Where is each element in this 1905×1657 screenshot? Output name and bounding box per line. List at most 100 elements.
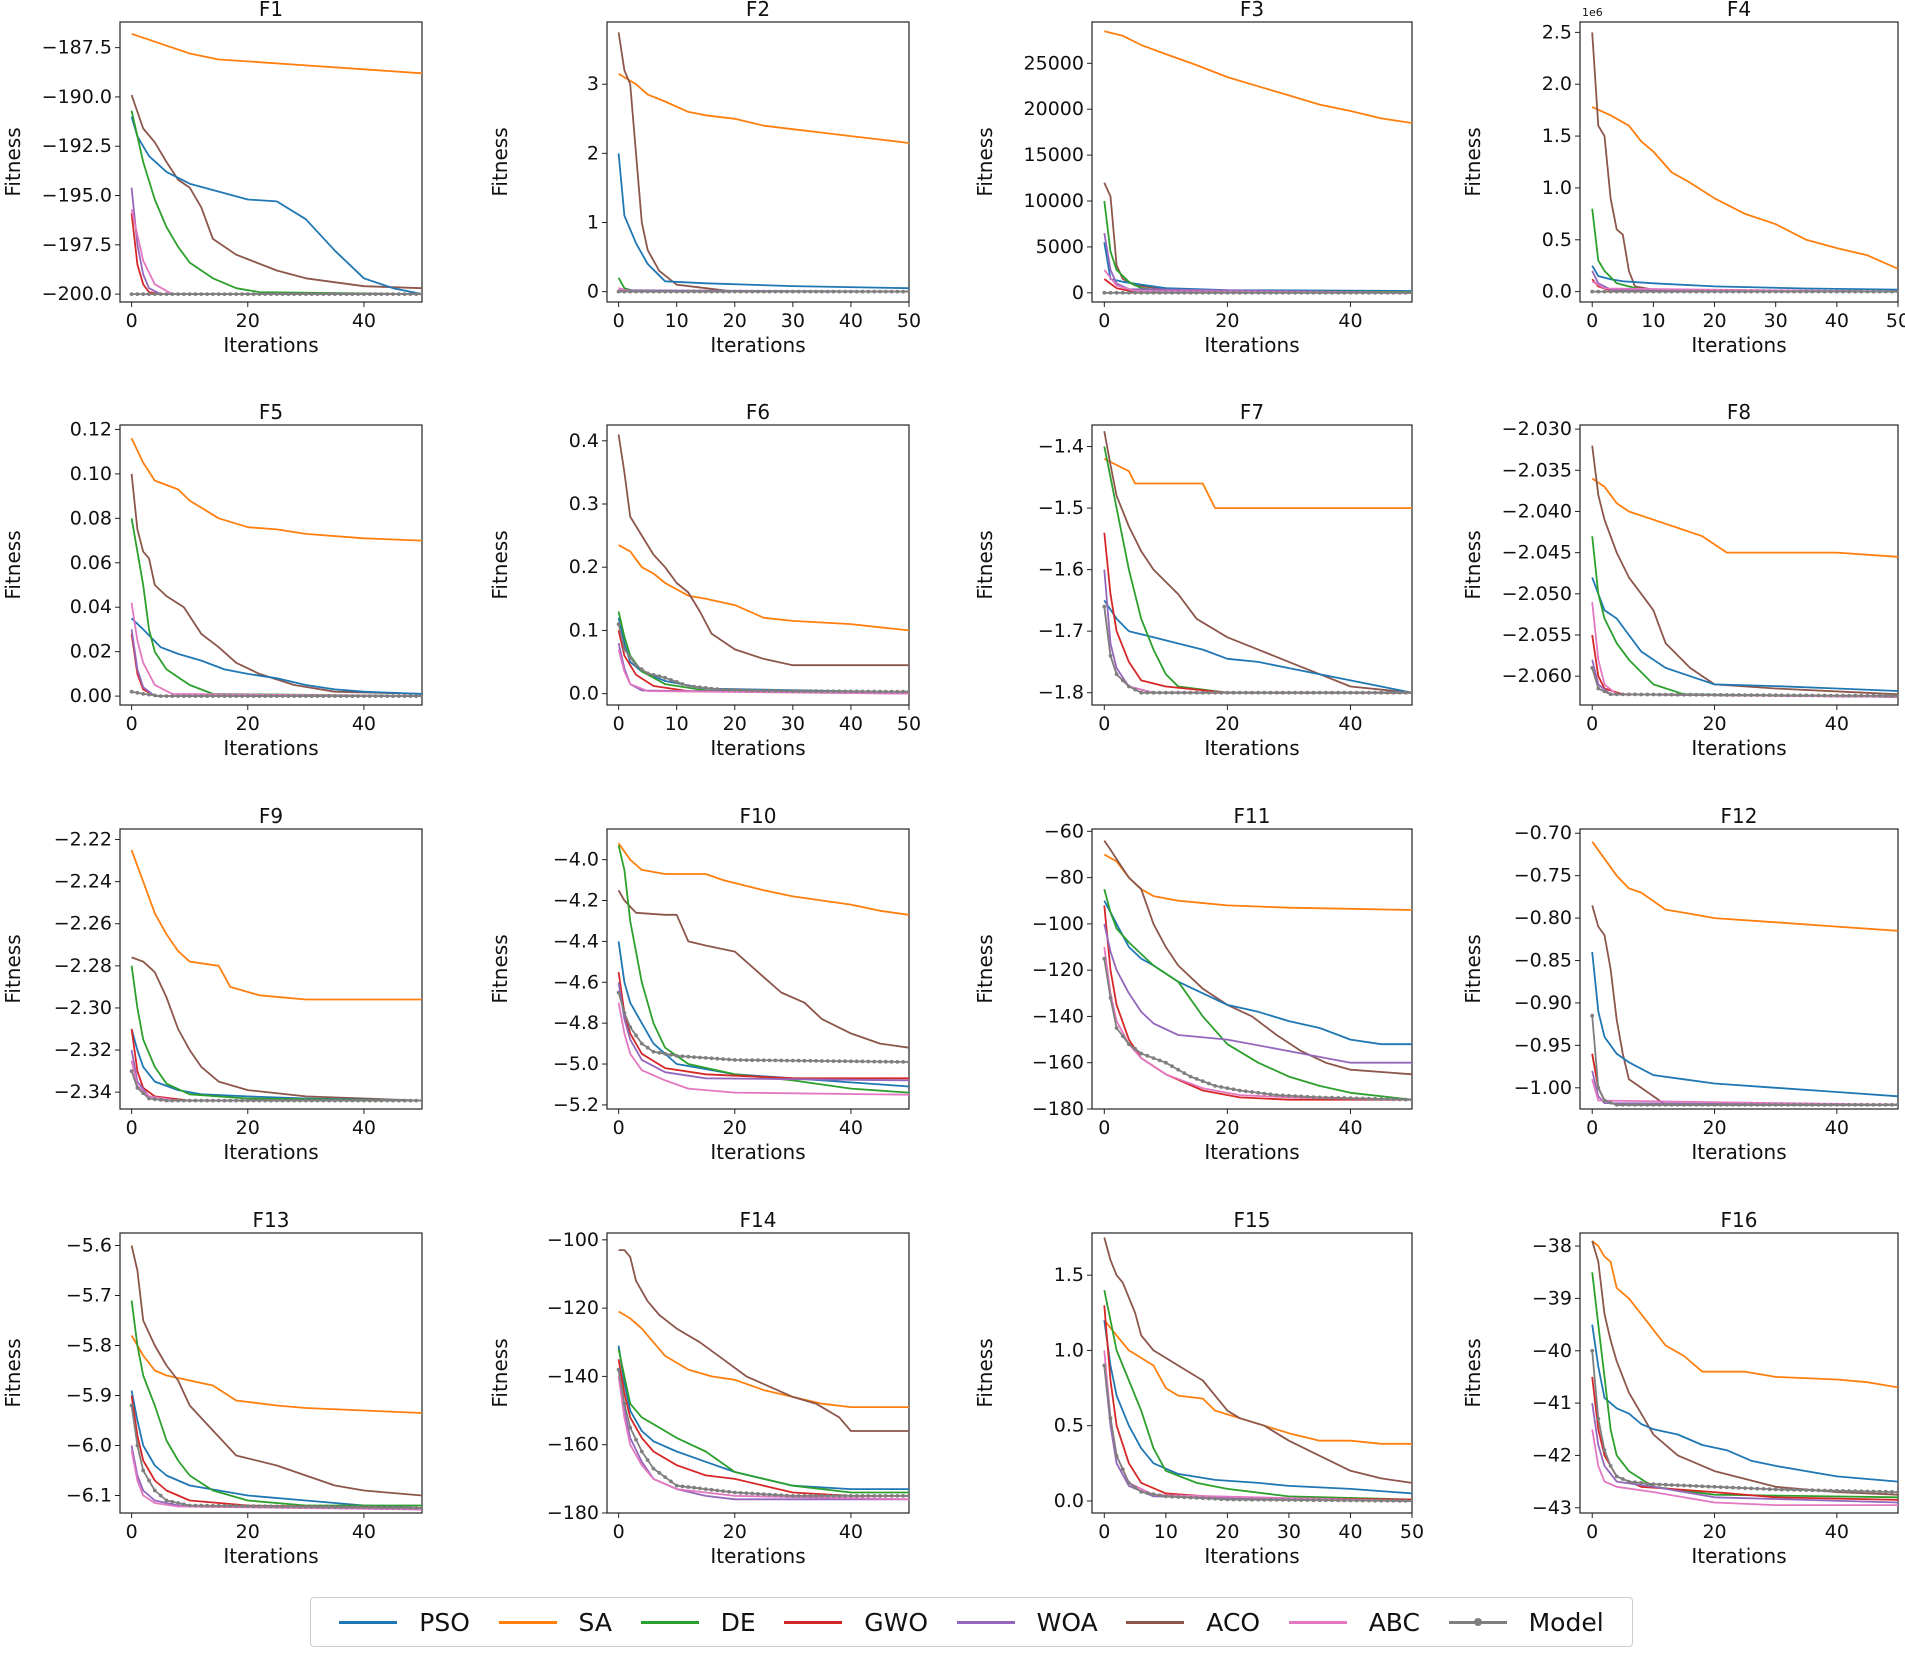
- x-tick-label: 40: [352, 310, 376, 332]
- y-tick-label: −1.8: [1038, 682, 1084, 704]
- series-line-model: [130, 1070, 422, 1102]
- model-marker: [234, 694, 239, 698]
- series-line-model: [617, 1369, 909, 1497]
- y-tick-label: 0.08: [70, 507, 112, 529]
- x-tick-label: 40: [839, 713, 863, 735]
- series-line-aco: [1591, 445, 1898, 696]
- model-marker: [385, 1505, 390, 1510]
- model-marker: [831, 1059, 836, 1063]
- model-marker: [843, 1494, 847, 1498]
- model-marker: [385, 1098, 390, 1103]
- y-tick-label: −120: [1032, 959, 1084, 981]
- model-marker: [651, 1049, 656, 1054]
- model-marker: [1890, 694, 1894, 698]
- y-tick-label: 0.06: [70, 552, 112, 574]
- model-marker: [182, 1502, 186, 1507]
- axes-frame: [1091, 21, 1413, 303]
- model-marker: [193, 694, 198, 698]
- model-marker: [1127, 290, 1131, 295]
- x-axis-label: Iterations: [1691, 736, 1786, 760]
- model-marker: [222, 1504, 227, 1508]
- y-axis-label: Fitness: [973, 127, 997, 196]
- model-marker: [1305, 290, 1310, 295]
- x-tick-label: 40: [1338, 713, 1362, 735]
- model-marker: [802, 1058, 807, 1063]
- model-marker: [1731, 693, 1735, 697]
- model-marker: [205, 1098, 210, 1103]
- model-marker: [1323, 290, 1328, 295]
- y-tick-label: −190.0: [42, 86, 112, 108]
- model-marker: [634, 289, 638, 294]
- subplot-title: F8: [1727, 400, 1751, 424]
- x-tick-label: 40: [352, 1521, 376, 1543]
- model-marker: [338, 1098, 343, 1103]
- model-marker: [1755, 289, 1760, 294]
- model-marker: [1114, 1026, 1119, 1030]
- x-tick-label: 10: [665, 310, 689, 332]
- model-marker: [657, 674, 662, 679]
- model-marker: [327, 292, 331, 296]
- model-marker: [1157, 1493, 1162, 1498]
- model-marker: [240, 292, 244, 296]
- model-marker: [1853, 1489, 1858, 1493]
- model-marker: [1262, 1091, 1267, 1096]
- model-marker: [408, 292, 413, 296]
- model-marker: [1700, 1102, 1705, 1107]
- model-marker: [1657, 1482, 1662, 1487]
- model-marker: [234, 1504, 239, 1508]
- model-marker: [1280, 290, 1285, 295]
- series-line-gwo: [1103, 1305, 1412, 1501]
- model-marker: [1779, 1102, 1784, 1107]
- series-group: [616, 434, 909, 695]
- model-marker: [280, 292, 285, 296]
- model-marker: [1620, 1477, 1625, 1481]
- model-marker: [639, 667, 644, 672]
- model-marker: [1682, 692, 1686, 697]
- model-marker: [686, 1054, 691, 1059]
- model-marker: [1706, 1102, 1711, 1107]
- model-marker: [616, 289, 621, 294]
- model-marker: [1133, 687, 1137, 692]
- model-marker: [327, 1505, 331, 1509]
- x-axis-label: Iterations: [710, 736, 805, 760]
- model-marker: [1786, 1487, 1790, 1492]
- model-marker: [1157, 290, 1162, 295]
- model-marker: [1620, 692, 1625, 697]
- model-marker: [779, 689, 784, 693]
- model-marker: [1373, 1096, 1377, 1101]
- model-marker: [1293, 1498, 1297, 1502]
- y-tick-label: 2.0: [1542, 73, 1572, 95]
- model-marker: [1890, 1102, 1894, 1107]
- model-marker: [1743, 1102, 1747, 1107]
- y-axis-label: Fitness: [488, 934, 512, 1003]
- model-marker: [1724, 1102, 1729, 1107]
- x-tick-label: 50: [897, 713, 921, 735]
- y-tick-label: 0.5: [1542, 229, 1572, 251]
- model-marker: [1712, 693, 1717, 697]
- model-marker: [1323, 690, 1328, 695]
- model-marker: [292, 1504, 297, 1509]
- model-marker: [1250, 1497, 1254, 1502]
- model-marker: [1883, 1102, 1888, 1107]
- model-marker: [732, 1490, 737, 1495]
- model-marker: [622, 1401, 627, 1406]
- legend-label: WOA: [1036, 1607, 1098, 1637]
- model-marker: [1299, 1094, 1304, 1099]
- model-marker: [315, 292, 320, 296]
- model-marker: [367, 1505, 372, 1510]
- y-tick-label: −0.75: [1514, 865, 1572, 887]
- model-marker: [1342, 690, 1347, 695]
- model-marker: [860, 689, 865, 694]
- model-marker: [129, 1403, 134, 1408]
- series-group: [129, 32, 422, 296]
- model-marker: [1317, 1498, 1322, 1503]
- model-marker: [199, 292, 204, 296]
- model-marker: [1219, 690, 1224, 695]
- y-tick-label: 0.3: [569, 493, 599, 515]
- x-tick-label: 0: [613, 1521, 625, 1543]
- series-line-pso: [1591, 265, 1898, 291]
- model-marker: [1804, 289, 1809, 294]
- model-marker: [1397, 690, 1402, 695]
- model-marker: [280, 1504, 285, 1509]
- model-marker: [767, 289, 772, 294]
